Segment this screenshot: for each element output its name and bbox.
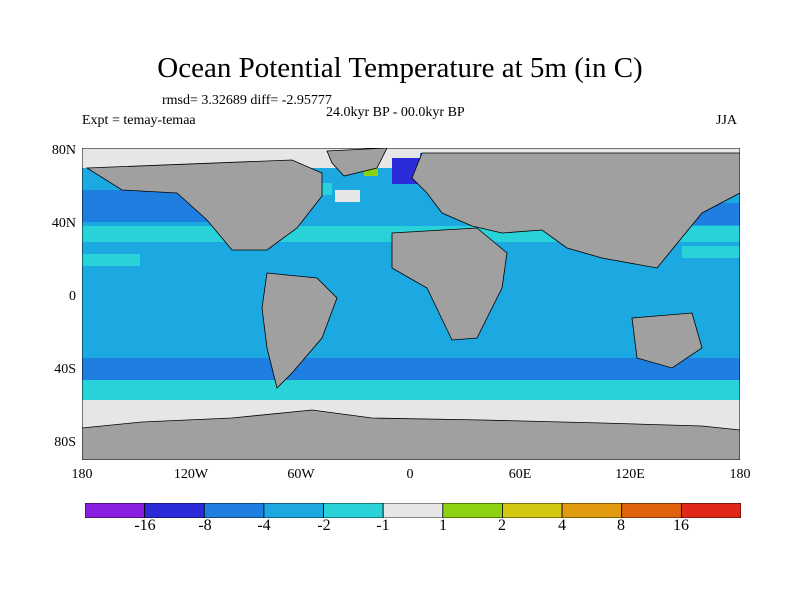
landmasses [82, 148, 740, 460]
colorbar-label: -16 [134, 517, 156, 534]
colorbar-label: -2 [317, 517, 331, 534]
warm-spot-anomaly [364, 168, 378, 176]
colorbar-swatch [382, 503, 444, 518]
colorbar-label: -1 [376, 517, 390, 534]
colorbar-swatch [203, 503, 265, 518]
colorbar-label: 1 [439, 517, 447, 534]
colorbar-label: -8 [198, 517, 212, 534]
lat-tick-label: 80N [51, 143, 76, 158]
lon-tick-label: 180 [729, 467, 751, 482]
stats-label: rmsd= 3.32689 diff= -2.95777 [162, 93, 332, 108]
period-label: 24.0kyr BP - 00.0kyr BP [326, 105, 465, 120]
southern-cool-band [82, 358, 740, 380]
west-pacific-band [682, 246, 740, 258]
colorbar-swatch [502, 503, 563, 518]
colorbar-label: 8 [617, 517, 625, 534]
lat-tick-label: 40N [51, 216, 76, 231]
colorbar-swatch [442, 503, 503, 518]
lon-tick-label: 60E [508, 467, 532, 482]
map-title: Ocean Potential Temperature at 5m (in C) [157, 52, 643, 84]
lat-tick-label: 0 [69, 289, 76, 304]
colorbar-swatch [680, 503, 741, 518]
season-label: JJA [716, 113, 738, 128]
colorbar-swatch [144, 503, 205, 518]
colorbar-label: -4 [257, 517, 271, 534]
north-america [85, 159, 323, 251]
colorbar-swatch [323, 503, 384, 518]
colorbar-swatch [621, 503, 682, 518]
eurasia [411, 152, 740, 269]
lon-tick-label: 120E [615, 467, 645, 482]
north-atlantic-anomaly [335, 190, 360, 202]
colorbar-swatch [85, 503, 146, 518]
antarctica [82, 409, 740, 460]
lat-tick-label: 80S [54, 435, 76, 450]
colorbar-label: 16 [673, 517, 689, 534]
lon-tick-label: 0 [406, 467, 414, 482]
world-map [82, 148, 740, 460]
colorbar [85, 503, 741, 518]
colorbar-label: 4 [558, 517, 566, 534]
south-america [261, 272, 338, 389]
lon-tick-label: 60W [287, 467, 315, 482]
lat-tick-label: 40S [54, 362, 76, 377]
colorbar-swatch [263, 503, 324, 518]
east-pacific-band [82, 254, 140, 266]
lon-tick-label: 180 [71, 467, 93, 482]
australia [631, 312, 703, 369]
lon-tick-label: 120W [173, 467, 209, 482]
experiment-label: Expt = temay-temaa [82, 113, 196, 128]
colorbar-swatch [561, 503, 623, 518]
africa [391, 227, 508, 341]
colorbar-label: 2 [498, 517, 506, 534]
